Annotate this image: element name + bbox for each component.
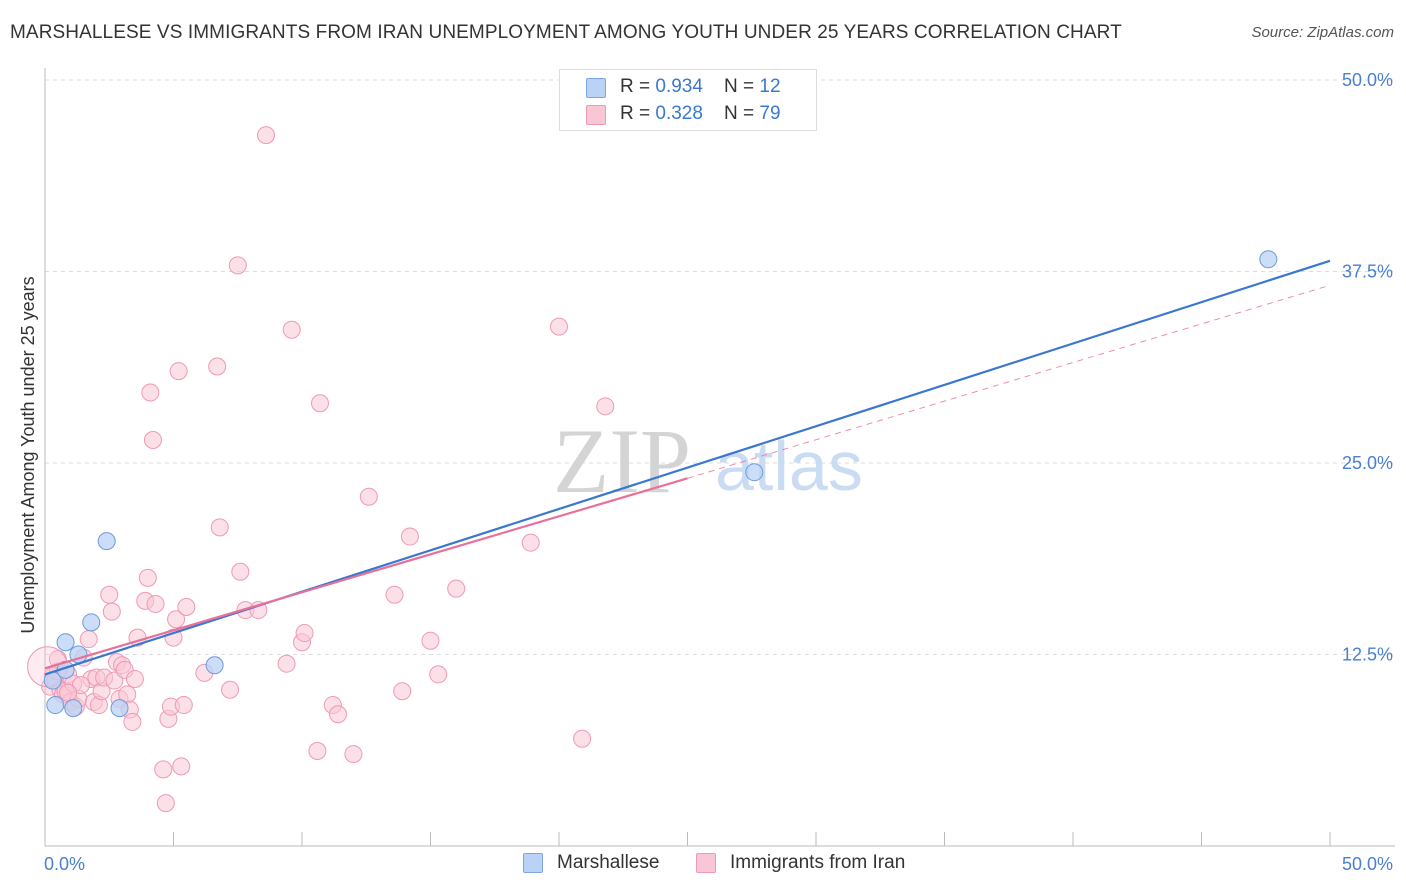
data-point-iran <box>328 705 347 724</box>
trendlines <box>44 259 1331 676</box>
axes <box>44 68 1395 847</box>
data-point-iran <box>146 594 165 613</box>
data-point-iran <box>172 757 191 776</box>
legend-n-value: 12 <box>759 76 781 97</box>
data-point-iran <box>257 126 276 145</box>
data-point-iran <box>141 383 160 402</box>
watermark-zip: ZIP <box>553 410 691 512</box>
data-point-iran <box>100 585 119 604</box>
data-point-marshallese <box>46 696 65 715</box>
data-point-iran <box>573 729 592 748</box>
data-point-iran <box>143 431 162 450</box>
legend-n-label: N = <box>724 103 760 124</box>
bottom-legend-swatch-pink <box>696 853 716 873</box>
data-point-iran <box>550 317 568 336</box>
data-point-iran <box>125 670 144 689</box>
data-point-iran <box>393 682 412 701</box>
data-point-iran <box>310 394 329 413</box>
series-immigrants-from-iran <box>27 126 615 813</box>
data-point-iran <box>123 712 142 731</box>
legend-r-label: R = <box>620 103 656 124</box>
legend-r-value: 0.934 <box>655 76 703 97</box>
data-point-iran <box>167 610 186 629</box>
data-point-iran <box>177 598 196 617</box>
y-tick-label: 37.5% <box>1342 262 1393 282</box>
chart-title: MARSHALLESE VS IMMIGRANTS FROM IRAN UNEM… <box>10 22 1122 43</box>
data-point-iran <box>154 760 173 779</box>
data-point-iran <box>400 527 419 546</box>
x-tick-label: 50.0% <box>1342 854 1393 874</box>
data-point-marshallese <box>64 699 83 718</box>
chart-source: Source: ZipAtlas.com <box>1251 24 1394 41</box>
data-point-iran <box>344 745 363 764</box>
data-point-iran <box>421 631 440 650</box>
y-tick-label: 25.0% <box>1342 453 1393 473</box>
data-point-iran <box>208 357 227 376</box>
watermark-atlas: atlas <box>715 427 863 505</box>
data-point-iran <box>79 630 98 649</box>
data-point-iran <box>221 680 240 699</box>
bottom-legend-label: Immigrants from Iran <box>730 852 906 873</box>
data-point-iran <box>385 585 404 604</box>
data-point-iran <box>174 696 193 715</box>
data-point-marshallese <box>205 656 224 675</box>
bottom-legend-label: Marshallese <box>557 852 660 873</box>
legend-swatch-pink <box>586 105 606 125</box>
data-point-marshallese <box>745 463 764 482</box>
watermark: ZIP atlas <box>553 410 863 512</box>
legend-swatch-blue <box>586 78 606 98</box>
trendline-iran <box>44 477 688 670</box>
data-point-iran <box>169 362 188 381</box>
correlation-legend: R = 0.934 N = 12 R = 0.328 N = 79 <box>559 69 817 131</box>
data-point-iran <box>102 602 121 621</box>
data-point-marshallese <box>56 633 75 652</box>
data-point-iran <box>210 518 229 537</box>
x-tick-label: 0.0% <box>44 854 85 874</box>
legend-r-label: R = <box>620 76 656 97</box>
tick-labels: 12.5% 25.0% 37.5% 50.0% 0.0% 50.0% <box>44 70 1393 874</box>
bottom-legend-swatch-blue <box>523 853 543 873</box>
data-point-iran <box>138 568 157 587</box>
y-tick-label: 12.5% <box>1342 645 1393 665</box>
legend-n-label: N = <box>724 76 760 97</box>
data-point-marshallese <box>1259 250 1278 269</box>
data-point-marshallese <box>110 699 129 718</box>
data-point-iran <box>308 742 327 761</box>
data-point-iran <box>228 256 247 275</box>
data-point-iran <box>295 624 314 643</box>
legend-r-value: 0.328 <box>655 103 703 124</box>
data-point-iran <box>156 794 175 813</box>
y-axis-title: Unemployment Among Youth under 25 years <box>18 276 38 633</box>
y-tick-label: 50.0% <box>1342 70 1393 90</box>
data-point-iran <box>596 397 615 416</box>
trendline-iran-extension <box>687 284 1331 479</box>
data-point-iran <box>277 654 296 673</box>
data-point-marshallese <box>82 613 101 632</box>
data-point-iran <box>521 533 540 552</box>
data-point-iran <box>447 579 466 598</box>
data-point-marshallese <box>97 532 116 551</box>
legend-n-value: 79 <box>759 103 781 124</box>
data-point-iran <box>429 665 448 684</box>
data-point-iran <box>282 320 301 339</box>
data-point-iran <box>231 562 250 581</box>
data-point-iran <box>59 683 78 702</box>
data-point-iran <box>359 487 378 506</box>
